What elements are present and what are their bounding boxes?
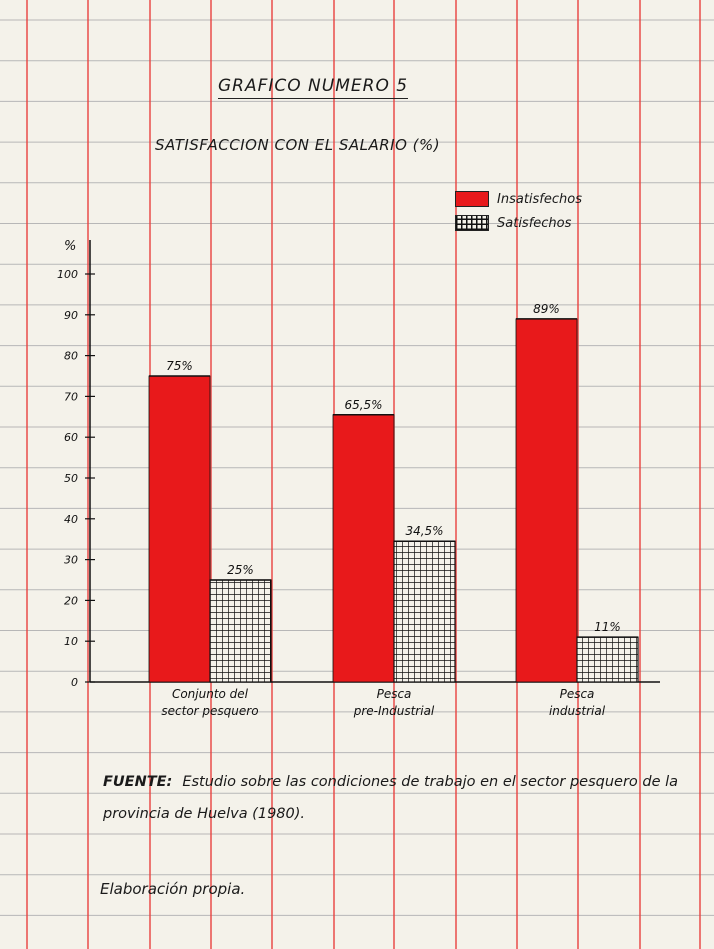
x-category-label: sector pesquero (161, 704, 258, 718)
x-category-label: Conjunto del (172, 687, 249, 701)
plot-area: % 0 10 20 30 40 50 60 70 80 90 100 75% 25% Conjunto de… (57, 239, 660, 718)
data-label: 65,5% (344, 398, 382, 412)
data-label: 25% (227, 563, 254, 577)
legend-label-insatisfechos: Insatisfechos (497, 191, 582, 207)
chart-subtitle: SATISFACCION CON EL SALARIO (%) (155, 136, 441, 154)
legend: Insatisfechos Satisfechos (455, 187, 582, 235)
y-axis-label: % (64, 239, 76, 254)
bar-satisfechos-1 (209, 579, 272, 683)
data-label: 89% (533, 302, 560, 316)
y-tick-label: 20 (64, 594, 78, 607)
source-label: FUENTE: (103, 774, 173, 790)
chart-title: GRAFICO NUMERO 5 (218, 76, 409, 99)
y-tick-label: 60 (64, 431, 78, 444)
y-tick-label: 90 (64, 309, 78, 322)
x-category-label: pre-Industrial (353, 704, 435, 718)
elaboration-note: Elaboración propia. (100, 880, 246, 898)
y-tick-label: 80 (64, 350, 78, 363)
data-label: 34,5% (405, 524, 443, 538)
bar-satisfechos-3 (576, 636, 639, 683)
bar-insatisfechos-2 (332, 414, 395, 683)
x-category-label: industrial (549, 704, 606, 718)
bar-insatisfechos-1 (148, 375, 211, 683)
y-tick-label: 50 (64, 472, 78, 485)
x-category-label: Pesca (377, 687, 412, 701)
bar-satisfechos-2 (393, 540, 456, 683)
y-tick-label: 70 (64, 390, 78, 403)
legend-item-insatisfechos: Insatisfechos (455, 187, 582, 211)
legend-swatch-red (455, 191, 489, 207)
source-note: FUENTE: Estudio sobre las condiciones de … (103, 766, 683, 830)
y-tick-label: 10 (64, 635, 78, 648)
y-tick-label: 30 (64, 554, 78, 567)
data-label: 11% (594, 620, 621, 634)
source-text: Estudio sobre las condiciones de trabajo… (103, 774, 679, 822)
y-tick-label: 0 (71, 676, 78, 689)
y-tick-label: 100 (57, 268, 78, 281)
data-label: 75% (166, 359, 193, 373)
legend-label-satisfechos: Satisfechos (497, 215, 572, 231)
x-category-label: Pesca (560, 687, 595, 701)
y-tick-label: 40 (64, 513, 78, 526)
bar-insatisfechos-3 (515, 318, 578, 683)
legend-swatch-crosshatch (455, 215, 489, 231)
legend-item-satisfechos: Satisfechos (455, 211, 582, 235)
